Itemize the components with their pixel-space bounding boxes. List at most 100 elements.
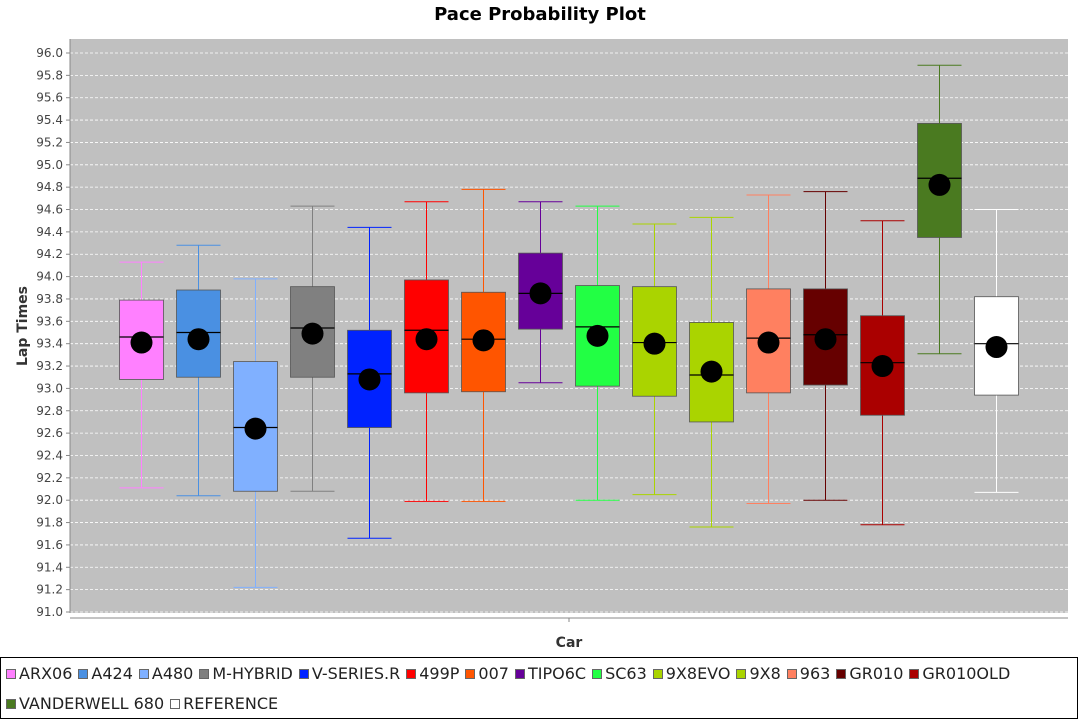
y-tick-label: 94.0 — [36, 270, 63, 284]
legend-swatch — [78, 668, 89, 679]
y-tick-label: 92.2 — [36, 471, 63, 485]
y-tick-label: 95.8 — [36, 68, 63, 82]
box-tipo6c — [518, 201, 563, 384]
y-axis-label: Lap Times — [15, 286, 31, 366]
chart-title: Pace Probability Plot — [434, 4, 646, 25]
mean-marker — [244, 417, 267, 440]
box-v-series-r — [347, 226, 392, 539]
chart-svg: 91.0 91.2 91.4 91.6 91.8 92.0 92.2 92.4 92.6 92.8… — [15, 39, 1068, 651]
box-iqr — [176, 289, 221, 378]
y-tick-label: 91.8 — [36, 516, 63, 530]
legend: ARX06 A424 A480 M-HYBRID V-SERIES.R 499P 007 TI… — [0, 657, 1078, 719]
y-tick-label: 91.6 — [36, 538, 63, 552]
mean-marker — [700, 360, 723, 383]
y-tick-label: 93.0 — [36, 381, 63, 395]
legend-item: VANDERWELL 680 — [6, 694, 164, 713]
legend-label: A480 — [151, 664, 194, 683]
mean-marker — [472, 329, 495, 352]
legend-label: 9X8EVO — [665, 664, 731, 683]
y-tick-label: 91.4 — [36, 560, 63, 574]
legend-label: 499P — [419, 664, 460, 683]
y-tick-label: 96.0 — [36, 46, 63, 60]
y-tick-label: 94.2 — [36, 247, 63, 261]
legend-label: V-SERIES.R — [311, 664, 401, 683]
legend-label: SC63 — [605, 664, 647, 683]
legend-swatch — [298, 668, 309, 679]
legend-label: A424 — [91, 664, 133, 683]
legend-swatch — [592, 668, 603, 679]
y-tick-label: 91.2 — [36, 583, 63, 597]
legend-item: V-SERIES.R — [298, 664, 401, 683]
legend-label: 007 — [478, 664, 509, 683]
box-9x8evo — [632, 223, 677, 496]
legend-swatch — [652, 668, 663, 679]
mean-marker — [358, 368, 381, 391]
mean-marker — [643, 332, 666, 355]
legend-swatch — [836, 668, 847, 679]
box-iqr — [860, 315, 905, 416]
legend-item: M-HYBRID — [199, 664, 293, 683]
legend-swatch — [406, 668, 417, 679]
legend-item: SC63 — [592, 664, 647, 683]
mean-marker — [415, 328, 438, 351]
y-tick-label: 92.4 — [36, 448, 63, 462]
mean-marker — [985, 336, 1008, 359]
y-tick-label: 95.6 — [36, 91, 63, 105]
legend-swatch — [909, 668, 920, 679]
legend-item: GR010 — [836, 664, 903, 683]
legend-label: GR010OLD — [922, 664, 1011, 683]
legend-label: M-HYBRID — [212, 664, 293, 683]
y-tick-label: 91.0 — [36, 605, 63, 619]
legend-swatch — [465, 668, 476, 679]
box-499p — [404, 201, 449, 502]
y-tick-label: 93.8 — [36, 292, 63, 306]
legend-swatch — [6, 698, 16, 709]
legend-label: VANDERWELL 680 — [19, 694, 165, 713]
mean-marker — [301, 322, 324, 345]
legend-item: REFERENCE — [170, 694, 278, 713]
mean-marker — [757, 331, 780, 354]
mean-marker — [529, 282, 552, 305]
legend-item: 963 — [786, 664, 831, 683]
y-tick-label: 93.6 — [36, 314, 63, 328]
legend-swatch — [138, 668, 149, 679]
box-a424 — [176, 244, 221, 497]
mean-marker — [814, 328, 837, 351]
mean-marker — [130, 331, 153, 354]
y-tick-label: 92.8 — [36, 404, 63, 418]
box-reference — [974, 209, 1019, 493]
legend-item: ARX06 — [6, 664, 72, 683]
box-963 — [746, 194, 791, 505]
y-tick-label: 95.4 — [36, 113, 63, 127]
legend-item: TIPO6C — [514, 664, 587, 683]
box-vanderwell-680 — [917, 64, 962, 355]
legend-item: 007 — [465, 664, 509, 683]
box-gr010old — [860, 220, 905, 526]
y-tick-label: 94.6 — [36, 203, 63, 217]
legend-item: 499P — [406, 664, 459, 683]
legend-label: GR010 — [849, 664, 904, 683]
legend-label: TIPO6C — [527, 664, 587, 683]
legend-swatch — [786, 668, 797, 679]
y-tick-label: 93.4 — [36, 337, 63, 351]
mean-marker — [871, 355, 894, 378]
mean-marker — [928, 173, 951, 196]
box-007 — [461, 188, 506, 502]
legend-swatch — [170, 698, 181, 709]
legend-label: 963 — [799, 664, 831, 683]
y-tick-label: 94.8 — [36, 180, 63, 194]
y-tick-label: 92.0 — [36, 493, 63, 507]
mean-marker — [586, 324, 609, 347]
x-axis-label: Car — [556, 635, 583, 651]
legend-swatch — [514, 668, 525, 679]
legend-label: 9X8 — [749, 664, 781, 683]
legend-item: GR010OLD — [909, 664, 1010, 683]
legend-item: A424 — [78, 664, 133, 683]
box-gr010 — [803, 191, 848, 501]
legend-swatch — [199, 668, 210, 679]
box-arx06 — [119, 261, 164, 489]
mean-marker — [187, 328, 210, 351]
legend-label: REFERENCE — [183, 694, 279, 713]
box-iqr — [461, 291, 506, 393]
y-tick-label: 92.6 — [36, 426, 63, 440]
